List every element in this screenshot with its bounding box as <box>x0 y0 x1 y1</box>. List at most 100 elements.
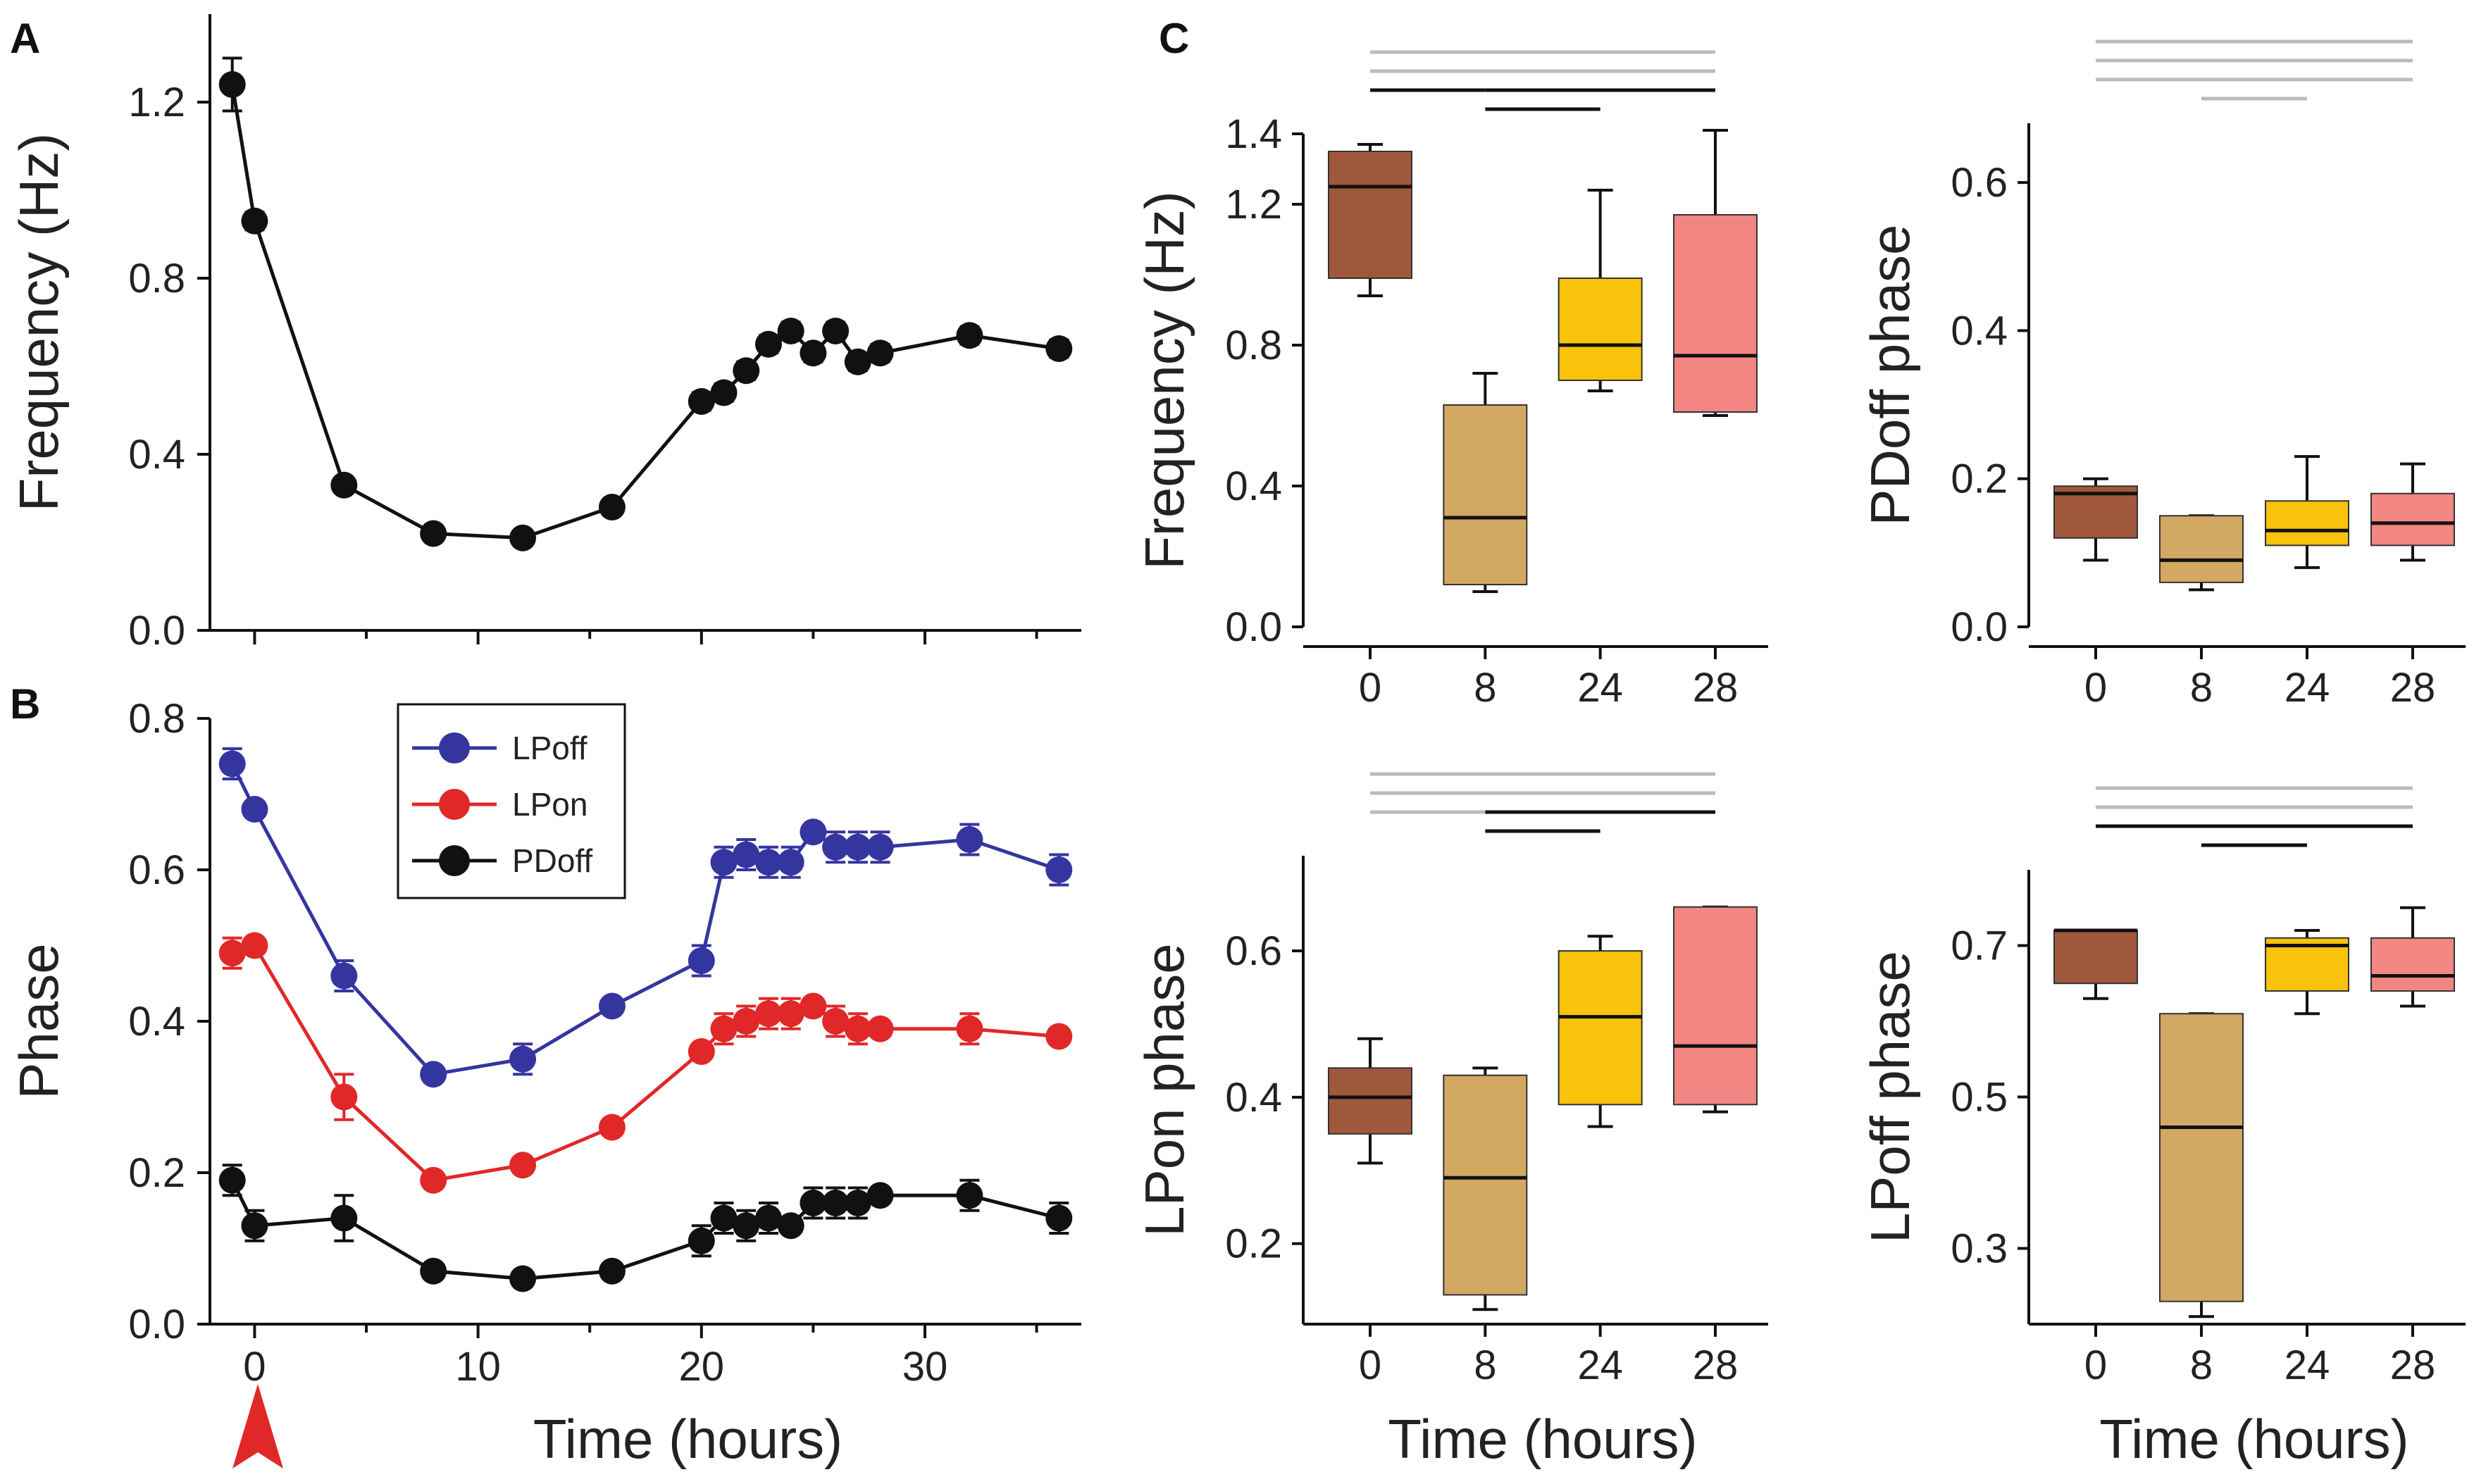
box-0 <box>1328 1037 1412 1165</box>
x-tick-label: 0 <box>1359 665 1381 711</box>
x-tick-label: 8 <box>1474 1342 1496 1388</box>
data-point <box>733 357 760 385</box>
x-tick-label: 24 <box>1577 665 1623 711</box>
y-tick-label: 0.4 <box>128 432 185 478</box>
y-tick-label: 0.6 <box>128 847 185 893</box>
y-axis-title: Frequency (Hz) <box>1133 191 1195 569</box>
box-24 <box>2265 929 2349 1016</box>
box-rect <box>1328 151 1412 279</box>
data-point <box>218 1166 246 1194</box>
x-tick-label: 30 <box>902 1344 948 1390</box>
data-point <box>733 841 760 868</box>
x-tick-label: 28 <box>1693 665 1739 711</box>
chart-C-LPon: 0.2 0.4 0.6 0 8 24 28 LPon phase Time (hours) <box>1133 772 1768 1470</box>
box-24 <box>2265 455 2349 569</box>
data-point <box>844 833 871 861</box>
data-point <box>688 1227 715 1254</box>
data-point <box>822 318 850 344</box>
data-point <box>218 71 246 98</box>
box-rect <box>1328 1067 1412 1135</box>
box-8 <box>1443 372 1528 593</box>
y-tick-label: 0.4 <box>1225 463 1282 509</box>
data-point <box>598 1257 626 1285</box>
data-point <box>598 992 626 1020</box>
x-tick-label: 0 <box>243 1344 266 1390</box>
data-point <box>800 1190 827 1216</box>
series-frequency <box>218 56 1073 551</box>
x-axis-title: Time (hours) <box>1388 1408 1697 1470</box>
data-point <box>1045 335 1073 362</box>
box-rect <box>1558 278 1643 381</box>
box-rect <box>2370 937 2455 992</box>
box-0 <box>2053 477 2138 562</box>
box-24 <box>1558 189 1643 392</box>
data-point <box>800 992 827 1020</box>
x-tick-label: 24 <box>2285 665 2330 711</box>
data-point <box>844 1015 871 1042</box>
data-point <box>598 1114 626 1141</box>
series-pdoff <box>218 1164 1073 1292</box>
panel-letter-c: C <box>1159 15 1189 62</box>
data-point <box>844 1190 871 1216</box>
stimulus-arrowhead-icon <box>232 1384 283 1469</box>
x-tick-label: 10 <box>455 1344 501 1390</box>
y-axis-title: LPoff phase <box>1859 951 1921 1243</box>
data-point <box>420 1257 447 1285</box>
data-point <box>1045 856 1073 883</box>
data-point <box>218 750 246 778</box>
y-tick-label: 0.8 <box>128 696 185 742</box>
x-axis-title: Time (hours) <box>533 1408 843 1470</box>
data-point <box>754 330 782 358</box>
box-0 <box>2053 928 2138 1000</box>
box-rect <box>1673 906 1758 1106</box>
box-rect <box>1673 214 1758 413</box>
x-tick-label: 0 <box>2084 1342 2107 1388</box>
data-point <box>509 524 537 551</box>
data-point <box>1045 1023 1073 1050</box>
data-point <box>241 207 268 235</box>
y-axis-title: Phase <box>8 943 70 1099</box>
box-rect <box>1443 404 1528 585</box>
box-rect <box>2159 1013 2244 1302</box>
data-point <box>1045 1204 1073 1232</box>
data-point <box>509 1265 537 1292</box>
legend-swatch-marker <box>439 845 470 876</box>
data-point <box>330 1204 358 1232</box>
y-tick-label: 0.7 <box>1951 923 2008 969</box>
data-point <box>710 1015 738 1042</box>
data-point <box>509 1152 537 1179</box>
data-point <box>710 849 738 876</box>
y-axis-title: PDoff phase <box>1859 225 1921 526</box>
data-point <box>330 962 358 990</box>
data-point <box>754 1000 782 1028</box>
box-8 <box>2159 1012 2244 1318</box>
box-8 <box>2159 514 2244 592</box>
chart-B: 0.0 0.2 0.4 0.6 0.8 0 10 20 30 Phase Time (hours) L… <box>8 696 1081 1470</box>
data-point <box>710 379 738 406</box>
data-point <box>956 1015 983 1042</box>
data-point <box>420 520 447 547</box>
y-tick-label: 0.8 <box>128 256 185 301</box>
panel-letter-a: A <box>10 15 40 62</box>
x-tick-label: 8 <box>2190 665 2213 711</box>
x-tick-label: 20 <box>679 1344 725 1390</box>
series-lpon <box>218 932 1073 1194</box>
data-point <box>866 1182 894 1209</box>
legend-box <box>397 703 626 899</box>
data-point <box>218 940 246 967</box>
panel-letter-b: B <box>10 680 40 728</box>
box-28 <box>1673 129 1758 417</box>
y-tick-label: 0.0 <box>1951 604 2008 650</box>
data-point <box>777 1212 804 1240</box>
series-line <box>230 84 1059 540</box>
series-lpoff <box>218 747 1073 1088</box>
box-24 <box>1558 935 1643 1128</box>
x-tick-label: 28 <box>2390 665 2436 711</box>
box-28 <box>2370 906 2455 1008</box>
y-tick-label: 1.2 <box>128 80 185 125</box>
box-rect <box>1443 1074 1528 1296</box>
y-tick-label: 1.2 <box>1225 182 1282 227</box>
box-28 <box>2370 462 2455 562</box>
legend-swatch-marker <box>439 732 470 763</box>
